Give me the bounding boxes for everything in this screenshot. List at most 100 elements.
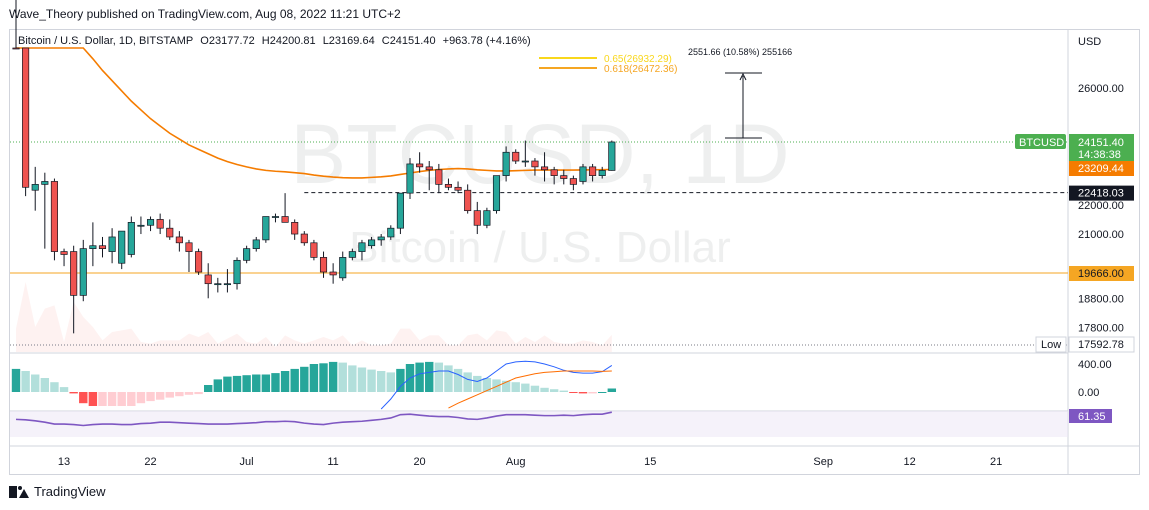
time-axis-label: 13 <box>58 456 70 468</box>
macd-histogram-bar <box>184 392 194 395</box>
last-price-badge <box>1069 133 1134 162</box>
macd-histogram-bar <box>434 362 444 392</box>
macd-histogram-bar <box>501 380 511 392</box>
candle-body <box>473 210 481 226</box>
ohlc-low: L23169.64 <box>322 35 375 47</box>
candle-body <box>310 242 318 258</box>
time-axis-label: 20 <box>413 456 425 468</box>
time-axis-label: 21 <box>990 456 1002 468</box>
macd-histogram-bar <box>357 367 367 392</box>
macd-histogram-bar <box>165 392 174 398</box>
candle-body <box>118 230 126 264</box>
price-axis-unit: USD <box>1078 36 1101 48</box>
signal-line <box>448 370 612 409</box>
macd-histogram-bar <box>367 369 376 392</box>
macd-histogram-bar <box>396 368 405 392</box>
macd-histogram-bar <box>213 379 223 392</box>
macd-histogram-bar <box>348 365 357 392</box>
macd-histogram-bar <box>50 382 59 392</box>
macd-histogram-bar <box>232 375 242 392</box>
candle-body <box>271 216 280 218</box>
macd-histogram-bar <box>444 365 453 392</box>
macd-histogram-bar <box>376 371 386 392</box>
macd-histogram-bar <box>146 392 155 402</box>
ohlc-open: O23177.72 <box>200 35 255 47</box>
support-price-badge <box>1069 185 1134 201</box>
macd-histogram-bar <box>175 392 184 397</box>
price-axis-tick: 21000.00 <box>1078 229 1124 241</box>
macd-histogram-bar <box>482 378 492 392</box>
ohlc-change: +963.78 (+4.16%) <box>442 35 531 47</box>
macd-histogram-bar <box>79 392 88 404</box>
candle-body <box>70 251 78 296</box>
moving-average-line <box>16 47 612 179</box>
macd-histogram-bar <box>11 368 21 392</box>
candle-body <box>137 224 145 227</box>
macd-histogram-bar <box>261 374 271 392</box>
candle-body <box>521 160 529 163</box>
macd-histogram-bar <box>242 375 251 392</box>
candle-body <box>396 192 404 229</box>
macd-histogram-bar <box>107 392 117 406</box>
macd-histogram-bar <box>280 371 290 392</box>
candle-body <box>454 186 462 191</box>
macd-histogram-bar <box>328 361 338 392</box>
candle-body <box>204 274 212 285</box>
macd-histogram-bar <box>453 368 463 392</box>
level-price-value: 19666.00 <box>1078 268 1124 280</box>
tradingview-brand[interactable]: TradingView <box>9 484 106 499</box>
fib-level-label: 0.65(26932.29) <box>604 54 672 65</box>
candle-body <box>358 242 366 252</box>
symbol-badge <box>1015 133 1066 149</box>
candle-body <box>252 239 260 249</box>
measure-label: 2551.66 (10.58%) 255166 <box>688 47 792 57</box>
candle-body <box>435 169 443 185</box>
macd-histogram-bar <box>607 388 617 392</box>
macd-histogram-bar <box>252 374 261 392</box>
symbol-badge-label: BTCUSD <box>1019 137 1064 149</box>
time-axis-label: 15 <box>644 456 656 468</box>
candle-body <box>319 257 328 273</box>
macd-histogram-bar <box>588 392 597 394</box>
ohlc-high: H24200.81 <box>261 35 316 47</box>
time-axis-label: 11 <box>327 456 338 468</box>
macd-histogram-bar <box>40 378 50 392</box>
price-axis-tick: 26000.00 <box>1078 83 1124 95</box>
candle-body <box>300 233 308 244</box>
candle-body <box>195 251 203 273</box>
candle-body <box>377 236 385 241</box>
macd-histogram-bar <box>31 374 40 392</box>
candle-body <box>166 227 174 238</box>
candle-body <box>60 251 68 255</box>
oscillator-axis-tick: 400.00 <box>1078 359 1112 371</box>
candle-body <box>416 163 424 168</box>
candle-body <box>262 216 270 241</box>
symbol-title[interactable]: Bitcoin / U.S. Dollar, 1D, BITSTAMP <box>18 35 194 47</box>
macd-histogram-bar <box>136 392 146 404</box>
macd-histogram-bar <box>194 392 203 395</box>
candle-body <box>483 210 491 226</box>
candle-body <box>31 184 39 191</box>
macd-histogram-bar <box>117 392 126 406</box>
macd-histogram-bar <box>463 372 472 392</box>
macd-histogram-bar <box>98 392 107 406</box>
candle-body <box>425 166 433 171</box>
candle-body <box>569 178 577 185</box>
candle-body <box>185 242 193 252</box>
oscillator-axis-tick: 0.00 <box>1078 387 1099 399</box>
macd-histogram-bar <box>59 387 69 392</box>
macd-histogram-bar <box>530 385 540 392</box>
ohlc-close: C24151.40 <box>381 35 436 47</box>
level-price-badge <box>1069 266 1134 281</box>
candle-body <box>79 248 87 296</box>
macd-histogram-bar <box>319 363 328 392</box>
watermark-symbol: BTCUSD, 1D <box>290 107 789 201</box>
macd-histogram-bar <box>88 392 98 406</box>
macd-histogram-bar <box>69 392 78 394</box>
macd-histogram-bar <box>127 392 136 406</box>
macd-histogram-bar <box>598 392 607 393</box>
price-axis-tick: 17800.00 <box>1078 323 1124 335</box>
candle-body <box>579 166 587 182</box>
macd-histogram-bar <box>559 390 568 392</box>
